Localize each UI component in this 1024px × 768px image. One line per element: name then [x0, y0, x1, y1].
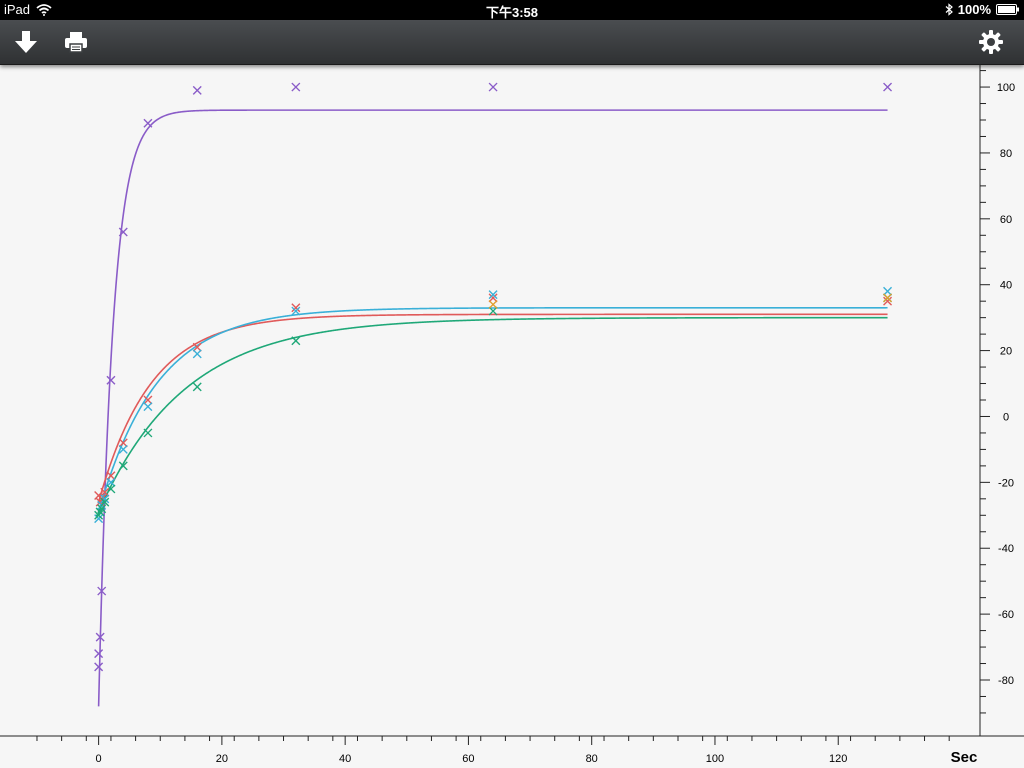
axes: 0 20 40 60 80 100 120 -80 -60 -40 -20 0 20 40 60 80 100 [0, 64, 1024, 765]
fit-curve [97, 306, 888, 513]
data-point-marker [94, 514, 104, 524]
y-tick-label: -40 [998, 543, 1014, 555]
bluetooth-icon [945, 3, 953, 16]
printer-icon [65, 32, 87, 53]
data-point-marker [118, 227, 128, 237]
fit-curve [97, 313, 888, 503]
y-tick-label: -80 [998, 675, 1014, 687]
data-point-marker [192, 342, 202, 352]
clock: 下午3:58 [485, 5, 539, 20]
fit-curve [97, 316, 888, 513]
data-point-marker [488, 82, 498, 92]
chart: 0 20 40 60 80 100 120-80-60-40-20020406080100 … [0, 64, 1024, 766]
status-bar: iPad 下午3:58 100% [0, 0, 1024, 20]
data-point-marker [106, 477, 116, 487]
data-point-marker [488, 290, 498, 300]
status-left: iPad [4, 2, 52, 17]
data-point-marker [143, 402, 153, 412]
data-point-marker [100, 494, 110, 504]
data-point-marker [291, 336, 301, 346]
data-point-marker [143, 118, 153, 128]
x-tick-label: 80 [586, 753, 598, 765]
settings-button[interactable] [975, 26, 1007, 58]
x-tick-label: 0 [96, 753, 102, 765]
y-tick-label: 80 [1000, 148, 1012, 160]
x-tick-label: 20 [216, 753, 228, 765]
y-tick-label: 20 [1000, 346, 1012, 358]
data-point-marker [488, 306, 498, 316]
download-button[interactable] [10, 26, 42, 58]
data-point-marker [97, 586, 107, 596]
battery-icon [996, 4, 1019, 15]
data-point-marker [192, 382, 202, 392]
data-point-marker [106, 375, 116, 385]
toolbar [0, 20, 1024, 65]
status-right: 100% [945, 2, 1020, 17]
data-points [94, 82, 893, 672]
fit-curves [97, 109, 888, 707]
print-button[interactable] [60, 26, 92, 58]
data-point-marker [883, 293, 893, 303]
data-point-marker [488, 299, 498, 309]
data-point-marker [106, 484, 116, 494]
data-point-marker [291, 306, 301, 316]
data-point-marker [143, 395, 153, 405]
fit-curve [97, 109, 888, 707]
data-point-marker [488, 293, 498, 303]
data-point-marker [192, 349, 202, 359]
data-point-marker [100, 487, 110, 497]
data-point-marker [106, 471, 116, 481]
x-tick-label: 60 [462, 753, 474, 765]
data-point-marker [192, 85, 202, 95]
data-point-marker [118, 438, 128, 448]
y-tick-label: 0 [1003, 411, 1009, 423]
battery-percent: 100% [957, 2, 991, 17]
data-point-marker [291, 303, 301, 313]
data-point-marker [97, 504, 107, 514]
data-point-marker [94, 662, 104, 672]
data-point-marker [100, 497, 110, 507]
data-point-marker [883, 296, 893, 306]
data-point-marker [118, 461, 128, 471]
data-point-marker [118, 444, 128, 454]
y-tick-label: 100 [997, 82, 1015, 94]
data-point-marker [291, 82, 301, 92]
data-point-marker [883, 82, 893, 92]
x-axis-label: Sec [951, 749, 978, 766]
gear-icon [979, 30, 1003, 54]
x-tick-label: 40 [339, 753, 351, 765]
device-name: iPad [4, 2, 31, 17]
y-tick-label: 60 [1000, 214, 1012, 226]
x-tick-label: 120 [829, 753, 847, 765]
y-tick-label: 40 [1000, 280, 1012, 292]
data-point-marker [883, 286, 893, 296]
y-tick-label: -60 [998, 609, 1014, 621]
data-point-marker [143, 428, 153, 438]
arrow-down-icon [15, 31, 37, 53]
y-tick-label: -20 [998, 477, 1014, 489]
x-tick-label: 100 [706, 753, 724, 765]
data-point-marker [95, 632, 105, 642]
wifi-icon [36, 3, 52, 16]
data-point-marker [94, 649, 104, 659]
